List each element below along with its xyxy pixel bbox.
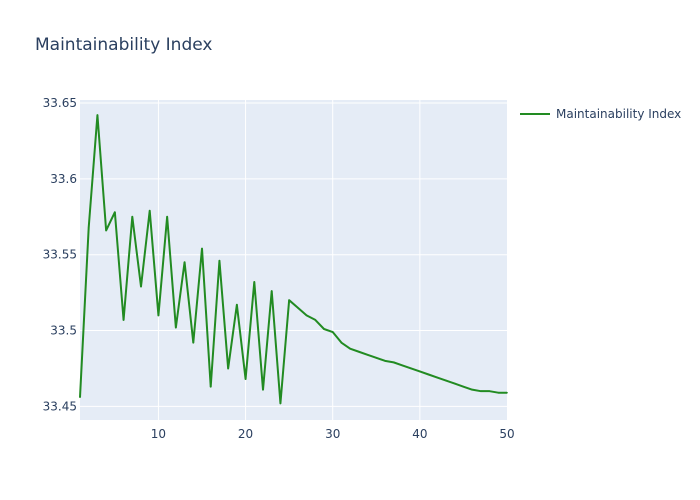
data-point [148, 209, 151, 212]
data-point [288, 299, 290, 301]
data-point [244, 378, 247, 380]
data-point [140, 285, 142, 288]
data-point [209, 385, 212, 388]
y-tick-label: 33.6 [50, 172, 77, 186]
y-tick-label: 33.45 [43, 399, 77, 413]
chart-title: Maintainability Index [35, 35, 212, 55]
data-point [419, 370, 421, 373]
data-point [471, 388, 473, 391]
data-point [218, 259, 221, 262]
data-point [279, 402, 282, 405]
data-point [436, 376, 439, 379]
data-point [349, 347, 351, 350]
x-axis-ticks: 10 20 30 40 50 [151, 427, 515, 441]
data-point [462, 385, 465, 388]
data-point [445, 379, 447, 382]
data-point [340, 341, 343, 344]
y-tick-label: 33.55 [43, 248, 77, 262]
data-point [314, 319, 317, 321]
data-point [331, 331, 334, 333]
data-point [270, 290, 273, 292]
y-tick-label: 33.5 [50, 324, 77, 338]
data-point [488, 390, 491, 392]
data-point [131, 215, 134, 218]
data-point [192, 341, 195, 344]
data-point [375, 357, 378, 359]
data-point [305, 314, 308, 317]
data-point [96, 114, 99, 116]
data-point [262, 388, 264, 391]
data-point [236, 303, 238, 306]
data-point [297, 306, 299, 309]
data-point [175, 326, 177, 329]
data-point [105, 229, 107, 232]
data-point [480, 390, 482, 392]
grid-lines [80, 100, 507, 420]
data-point [392, 361, 395, 364]
data-point [427, 373, 430, 376]
data-point [183, 261, 186, 264]
x-tick-label: 40 [412, 427, 427, 441]
data-point [410, 367, 412, 370]
x-tick-label: 50 [499, 427, 514, 441]
data-point [384, 360, 386, 362]
data-point [358, 350, 360, 353]
x-tick-label: 30 [325, 427, 340, 441]
data-point [253, 281, 256, 283]
data-point [166, 215, 168, 218]
data-point [323, 328, 325, 330]
data-point [506, 391, 508, 394]
series-line [79, 114, 507, 405]
data-point [401, 364, 404, 367]
y-axis-ticks: 33.45 33.5 33.55 33.6 33.65 [43, 96, 77, 413]
series-group [79, 114, 508, 405]
data-point [227, 367, 229, 370]
x-tick-label: 20 [238, 427, 253, 441]
data-point [366, 353, 369, 356]
data-point [157, 314, 160, 317]
data-point [79, 396, 81, 399]
plot-area [80, 100, 507, 420]
legend[interactable]: Maintainability Index [520, 107, 681, 121]
data-point [122, 319, 125, 321]
x-tick-label: 10 [151, 427, 166, 441]
data-point [87, 226, 90, 229]
legend-label: Maintainability Index [556, 107, 681, 121]
data-point [114, 211, 116, 214]
y-tick-label: 33.65 [43, 96, 77, 110]
data-point [453, 382, 456, 385]
data-point [497, 391, 500, 394]
data-point [201, 247, 203, 250]
